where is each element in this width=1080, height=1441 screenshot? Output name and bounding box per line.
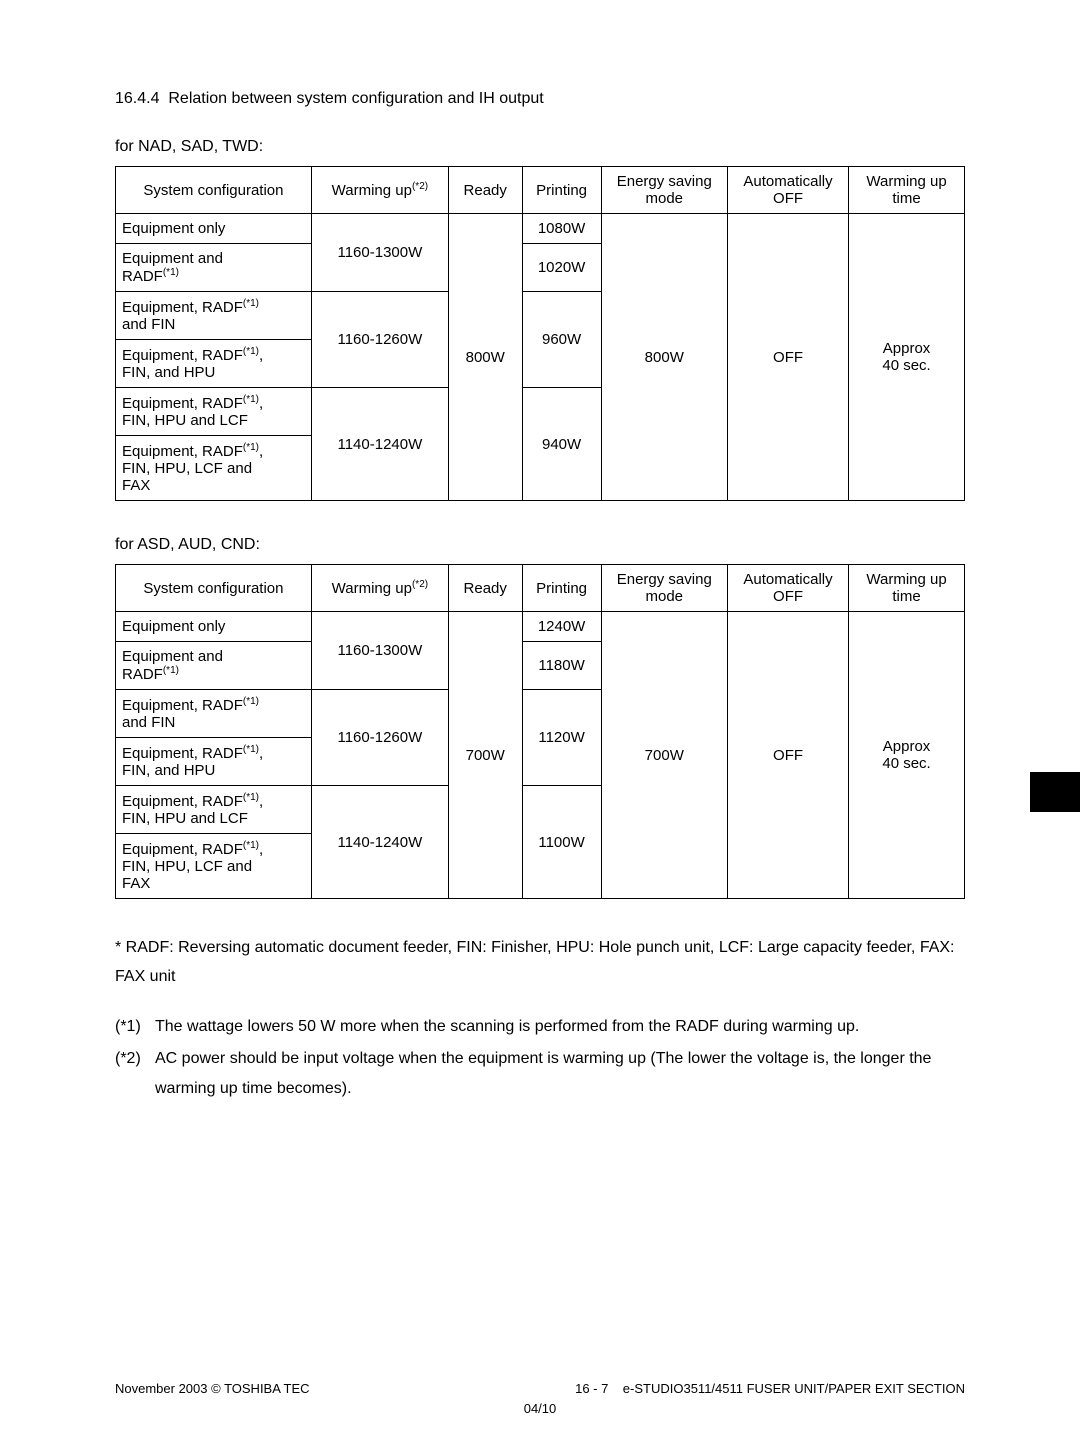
glossary-note: * RADF: Reversing automatic document fee… <box>115 934 965 992</box>
footnotes: (*1) The wattage lowers 50 W more when t… <box>115 1012 965 1105</box>
table2-caption: for ASD, AUD, CND: <box>115 536 965 554</box>
table2: System configuration Warming up(*2) Read… <box>115 564 965 899</box>
page-footer-sub: 04/10 <box>0 1401 1080 1416</box>
page-tab-marker <box>1030 772 1080 812</box>
page-footer: November 2003 © TOSHIBA TEC 16 - 7 e-STU… <box>115 1381 965 1396</box>
section-title: 16.4.4 Relation between system configura… <box>115 90 965 108</box>
table1-caption: for NAD, SAD, TWD: <box>115 138 965 156</box>
table1: System configuration Warming up(*2) Read… <box>115 166 965 501</box>
